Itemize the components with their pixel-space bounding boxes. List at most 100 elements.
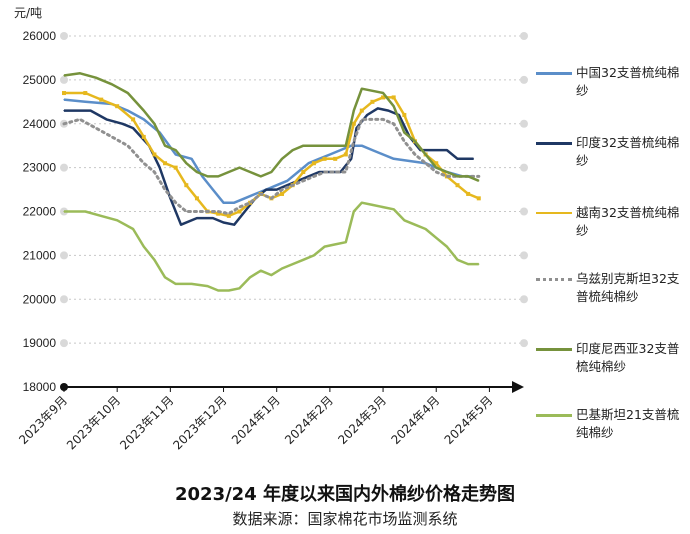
series-0-point-4	[143, 118, 145, 120]
x-tick-label: 2024年1月	[229, 393, 283, 447]
series-5-point-27	[382, 206, 384, 208]
series-lines	[62, 72, 481, 292]
series-2-point-35	[455, 183, 460, 188]
series-5-point-35	[467, 263, 469, 265]
series-3-point-32	[435, 171, 437, 173]
y-tick-label: 21000	[23, 248, 57, 262]
series-0-point-18	[308, 162, 310, 164]
series-2-point-2	[99, 97, 104, 102]
series-4-point-5	[143, 109, 145, 112]
series-5-point-6	[153, 259, 155, 261]
series-2-point-10	[194, 196, 199, 201]
series-5-point-12	[228, 289, 230, 292]
series-5-point-26	[371, 204, 374, 206]
series-1-point-34	[472, 158, 475, 160]
series-4-point-33	[435, 167, 437, 169]
grid-dot-right	[520, 119, 528, 128]
series-1-point-6	[159, 167, 161, 169]
series-5-point-33	[446, 246, 448, 248]
series-4-point-3	[111, 83, 113, 85]
grid-dot-right	[520, 295, 528, 304]
series-4-point-9	[185, 162, 187, 164]
series-2-point-6	[152, 152, 157, 157]
y-axis-unit-label: 元/吨	[14, 6, 43, 20]
grid-dot-right	[520, 163, 528, 172]
grid-dot-left	[60, 295, 68, 304]
series-4-point-32	[425, 153, 427, 156]
legend-label-india: 印度32支普梳纯棉纱	[576, 135, 680, 168]
series-3-point-21	[323, 171, 326, 173]
series-5-point-24	[353, 210, 355, 213]
series-3-point-36	[478, 175, 480, 177]
grid-dot-right	[520, 339, 528, 348]
series-4-point-2	[95, 77, 97, 79]
axes	[60, 381, 524, 393]
series-5-point-19	[302, 259, 304, 261]
series-3-point-27	[382, 118, 384, 120]
series-5-point-31	[425, 228, 427, 230]
series-1-point-27	[387, 109, 389, 112]
series-5-point-11	[217, 289, 219, 292]
grid-dot-right	[520, 207, 528, 216]
y-tick-label: 23000	[23, 161, 57, 175]
series-0-point-1	[84, 101, 86, 103]
gridlines	[60, 32, 528, 348]
series-2-point-14	[237, 209, 242, 214]
series-3-point-17	[281, 188, 283, 191]
series-3-point-26	[371, 118, 374, 120]
x-tick-label: 2024年5月	[442, 393, 496, 447]
series-1-point-0	[63, 109, 65, 112]
series-2-point-4	[131, 117, 136, 122]
series-1-point-24	[355, 127, 358, 129]
y-tick-label: 25000	[23, 73, 57, 87]
x-tick-label: 2023年10月	[64, 393, 123, 452]
series-3-point-0	[63, 123, 65, 125]
chart-title: 2023/24 年度以来国内外棉纱价格走势图	[175, 484, 515, 505]
series-1-point-3	[121, 123, 124, 125]
series-4-point-14	[238, 167, 241, 169]
series-3-point-23	[345, 171, 347, 173]
series-3-point-4	[127, 145, 129, 147]
grid-dot-right	[520, 75, 528, 84]
series-1-point-25	[366, 114, 368, 116]
series-5-point-9	[191, 283, 193, 285]
series-4-point-10	[196, 171, 198, 173]
series-0-point-26	[393, 158, 395, 160]
series-4-point-27	[371, 90, 374, 92]
series-0-point-15	[276, 184, 278, 186]
series-3-point-7	[164, 188, 166, 191]
series-0-point-8	[201, 175, 203, 177]
series-line-3	[62, 117, 481, 216]
y-tick-label: 26000	[23, 29, 57, 43]
series-0-point-19	[318, 158, 320, 160]
series-4-point-30	[403, 131, 405, 134]
series-4-point-4	[127, 92, 129, 94]
series-5-point-0	[63, 210, 65, 213]
series-3-point-20	[313, 175, 315, 177]
series-4-point-12	[217, 175, 219, 177]
series-4-point-22	[323, 145, 326, 147]
series-5-point-3	[116, 219, 118, 221]
series-5-point-8	[175, 283, 177, 285]
series-2-point-26	[359, 108, 364, 113]
series-3-point-6	[153, 171, 155, 173]
series-2-point-8	[173, 165, 178, 170]
series-4-point-31	[414, 140, 416, 142]
series-line-1	[64, 107, 474, 226]
series-3-point-14	[249, 202, 251, 204]
x-tick-label: 2023年12月	[170, 393, 229, 452]
series-3-point-29	[403, 140, 405, 142]
series-3-point-1	[79, 118, 81, 120]
series-0-point-10	[222, 202, 225, 204]
series-3-point-15	[260, 193, 262, 195]
series-1-point-9	[196, 217, 198, 219]
series-1-point-4	[132, 127, 134, 129]
x-tick-label: 2023年11月	[117, 393, 176, 452]
series-2-point-37	[476, 196, 481, 201]
series-4-point-37	[478, 180, 480, 182]
series-4-point-19	[292, 149, 294, 151]
series-4-point-8	[175, 149, 177, 151]
series-2-point-33	[434, 161, 439, 166]
series-5-point-28	[393, 208, 395, 210]
